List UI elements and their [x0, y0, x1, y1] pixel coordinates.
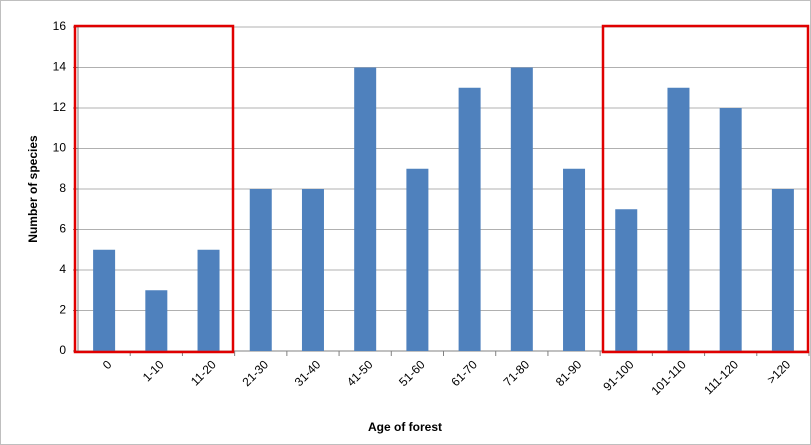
- x-axis-title: Age of forest: [368, 420, 442, 434]
- bar: [93, 249, 116, 351]
- bar: [406, 168, 429, 351]
- bar: [197, 249, 220, 351]
- bar: [510, 67, 533, 351]
- y-axis-title: Number of species: [26, 135, 40, 243]
- highlight-box: [73, 24, 235, 354]
- y-tick-label: 12: [53, 100, 67, 114]
- y-tick-label: 16: [53, 19, 67, 33]
- bar: [354, 67, 377, 351]
- y-tick-label: 2: [59, 303, 66, 317]
- bar: [667, 87, 690, 351]
- highlight-box: [601, 24, 810, 354]
- bar: [563, 168, 586, 351]
- y-tick-label: 0: [59, 343, 66, 357]
- bar: [249, 189, 272, 351]
- bar: [301, 189, 324, 351]
- bar: [771, 189, 794, 351]
- bar: [719, 108, 742, 351]
- y-tick-label: 10: [53, 141, 67, 155]
- bar: [615, 209, 638, 351]
- y-tick-label: 14: [53, 60, 67, 74]
- y-tick-label: 8: [59, 181, 66, 195]
- bar: [458, 87, 481, 351]
- bar: [145, 290, 168, 351]
- y-tick-label: 6: [59, 222, 66, 236]
- y-tick-label: 4: [59, 262, 66, 276]
